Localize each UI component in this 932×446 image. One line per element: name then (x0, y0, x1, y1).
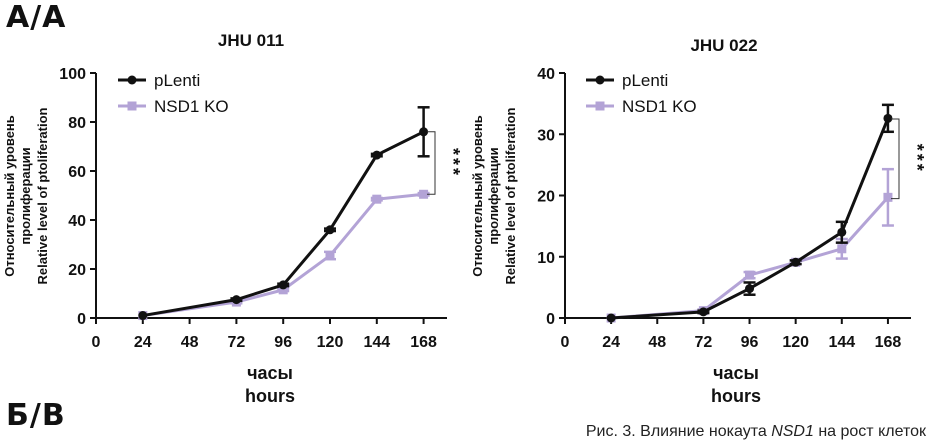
legend-label: NSD1 KO (154, 97, 229, 116)
series-nsd1-ko (138, 189, 430, 321)
y-tick-label: 10 (537, 250, 555, 267)
legend-marker (127, 75, 137, 85)
data-point (745, 284, 755, 294)
x-tick-label: 24 (134, 334, 152, 351)
legend-entry: NSD1 KO (118, 97, 229, 116)
y-tick-label: 0 (77, 311, 86, 328)
caption-suffix: на рост клеток (813, 423, 926, 440)
legend-label: NSD1 KO (622, 97, 697, 116)
data-point (419, 189, 429, 199)
y-tick-label: 60 (68, 164, 86, 181)
x-tick-label: 0 (561, 334, 570, 351)
x-tick-label: 96 (274, 334, 292, 351)
legend-label: pLenti (154, 71, 200, 90)
x-tick-label: 48 (181, 334, 199, 351)
data-point (278, 280, 288, 290)
y-tick-label: 40 (537, 66, 555, 83)
x-axis-label: часы (247, 363, 293, 383)
chart-title: JHU 011 (218, 31, 284, 50)
panel-label-top: А/А (6, 0, 67, 35)
y-axis-label-line: Relative level of ptoliferation (35, 107, 50, 284)
series-plenti (606, 103, 894, 323)
data-point (419, 127, 429, 137)
chart-title: JHU 022 (690, 36, 757, 55)
x-tick-label: 72 (695, 334, 713, 351)
x-tick-label: 144 (828, 334, 855, 351)
x-tick-label: 168 (875, 334, 902, 351)
panel-label-bottom: Б/В (6, 398, 66, 433)
data-point (791, 257, 801, 267)
y-axis-label-line: Relative level of ptoliferation (503, 107, 518, 284)
significance-bracket (427, 131, 436, 195)
legend-marker (127, 101, 137, 111)
x-tick-label: 24 (602, 334, 620, 351)
y-axis-label-line: Относительный уровень (470, 115, 485, 277)
y-tick-label: 100 (59, 66, 86, 83)
figure-caption: Рис. 3. Влияние нокаута NSD1 на рост кле… (586, 423, 926, 441)
data-point (837, 244, 847, 254)
data-point (883, 192, 893, 202)
x-axis-label-en: hours (711, 386, 761, 406)
significance-label: *** (443, 148, 463, 178)
x-tick-label: 48 (648, 334, 666, 351)
y-tick-label: 20 (537, 189, 555, 206)
data-point (231, 295, 241, 305)
data-point (325, 251, 335, 261)
legend-marker (595, 101, 605, 111)
y-tick-label: 40 (68, 213, 86, 230)
legend-entry: pLenti (118, 71, 200, 90)
legend-entry: pLenti (586, 71, 668, 90)
y-axis-label-line: Относительный уровень (2, 115, 17, 277)
series-plenti (138, 106, 430, 321)
x-tick-label: 120 (317, 334, 344, 351)
chart-1: JHU 011 Относительный уровень пролиферации… (2, 31, 463, 406)
data-point (606, 313, 616, 323)
y-axis-label-line: пролиферации (486, 147, 501, 244)
y-tick-label: 80 (68, 115, 86, 132)
data-point (883, 113, 893, 123)
series-line (142, 130, 425, 318)
series-line (611, 117, 890, 320)
chart-2: JHU 022 Относительный уровень пролиферации… (470, 36, 927, 406)
legend-marker (595, 75, 605, 85)
series-nsd1-ko (606, 167, 894, 323)
data-point (138, 311, 148, 321)
data-point (698, 307, 708, 317)
x-tick-label: 72 (228, 334, 246, 351)
x-tick-label: 168 (410, 334, 437, 351)
data-point (745, 270, 755, 280)
x-axis-label: часы (713, 363, 759, 383)
significance-bracket (891, 118, 900, 200)
x-axis-label-en: hours (245, 386, 295, 406)
data-point (837, 227, 847, 237)
legend-entry: NSD1 KO (586, 97, 697, 116)
y-tick-label: 0 (546, 311, 555, 328)
significance-label: *** (907, 144, 927, 174)
data-point (325, 225, 335, 235)
y-tick-label: 30 (537, 127, 555, 144)
data-point (372, 150, 382, 160)
caption-gene: NSD1 (771, 423, 814, 440)
x-tick-label: 96 (741, 334, 759, 351)
caption-prefix: Рис. 3. Влияние нокаута (585, 423, 772, 440)
x-tick-label: 120 (782, 334, 809, 351)
y-tick-label: 20 (68, 262, 86, 279)
data-point (278, 285, 288, 295)
legend-label: pLenti (622, 71, 668, 90)
series-line (142, 192, 424, 318)
y-axis-label-line: пролиферации (18, 147, 33, 244)
x-tick-label: 0 (92, 334, 101, 351)
data-point (372, 194, 382, 204)
x-tick-label: 144 (363, 334, 390, 351)
